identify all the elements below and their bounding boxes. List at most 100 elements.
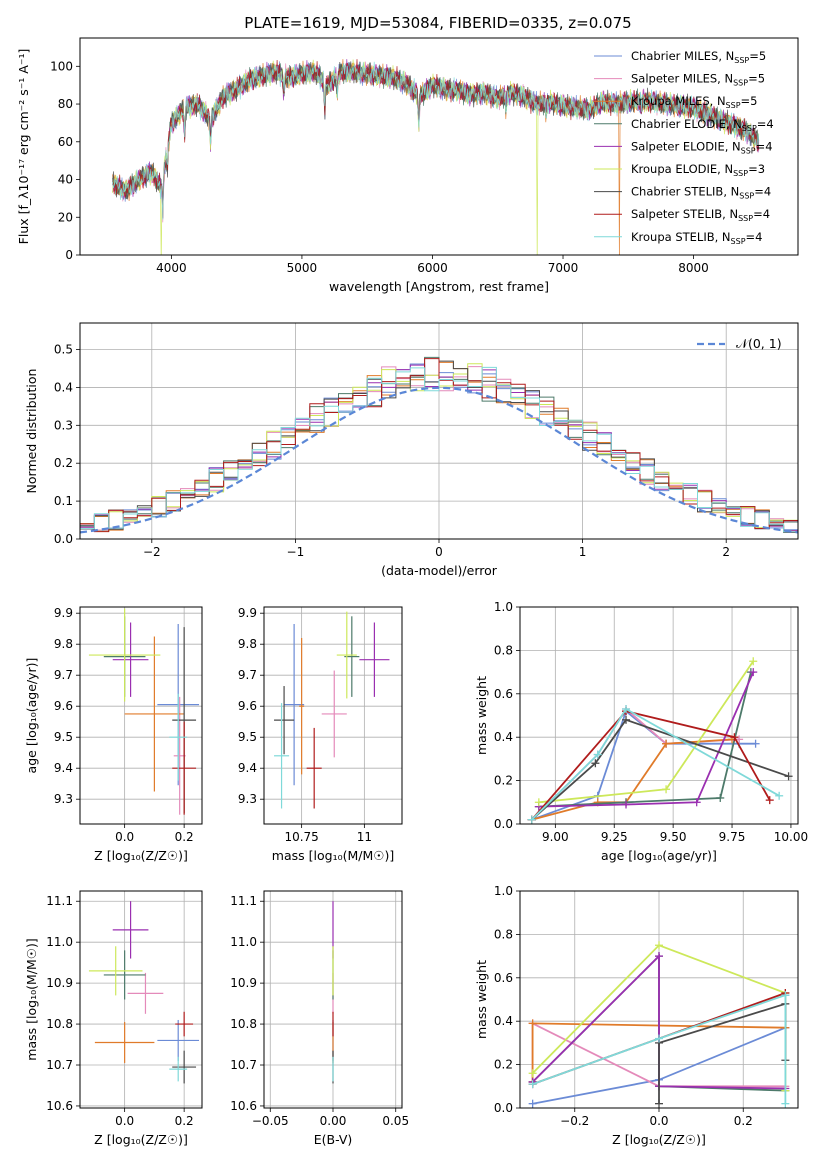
- series-line: [531, 707, 740, 821]
- histogram-series-kroupa-stelib: [80, 366, 798, 539]
- y-tick-label: 10.9: [230, 976, 257, 990]
- x-tick-label: 4000: [156, 261, 187, 275]
- point-salpeter-elodie: [359, 622, 390, 697]
- y-tick-label: 11.1: [46, 894, 73, 908]
- y-tick-label: 9.5: [54, 730, 73, 744]
- x-axis-label: age [log₁₀(age/yr)]: [601, 848, 717, 863]
- y-tick-label: 10.7: [230, 1058, 257, 1072]
- series-line: [531, 707, 780, 821]
- y-tick-label: 10.6: [230, 1099, 257, 1113]
- panel-age-vs-Z: 0.0 0.2 9.3 9.4 9.5 9.6 9.7 9.8 9.9 Z [log₁₀(Z/Z☉…: [24, 606, 203, 863]
- legend-label-salpeter-stelib: Salpeter STELIB, NSSP=4: [631, 207, 770, 223]
- plot-area: [274, 611, 390, 809]
- y-tick-label: 80: [58, 97, 73, 111]
- x-axis-label: Z [log₁₀(Z/Z☉)]: [94, 848, 188, 863]
- panel-mass-weight-vs-age: 9.00 9.25 9.50 9.75 10.00 0.0 0.2 0.4 0.6 0.8 1.0 a…: [474, 600, 808, 863]
- x-tick-label: 9.50: [660, 830, 687, 844]
- x-tick-label: −2: [143, 545, 161, 559]
- x-tick-label: 11: [357, 830, 372, 844]
- point-chabrier-miles: [157, 1019, 200, 1061]
- x-tick-label: 0.0: [115, 1114, 134, 1128]
- plot-area: [88, 901, 200, 1084]
- y-tick-label: 0.2: [54, 456, 73, 470]
- y-tick-label: 11.1: [230, 894, 257, 908]
- panel-residual-histogram: −2 −1 0 1 2 0.0 0.1 0.2 0.3 0.4 0.5 (data-model)/er…: [24, 322, 799, 578]
- series-line: [531, 953, 786, 1090]
- y-tick-label: 9.7: [54, 668, 73, 682]
- y-tick-label: 60: [58, 135, 73, 149]
- y-tick-label: 0.8: [494, 643, 513, 657]
- x-tick-label: 0.00: [320, 1114, 347, 1128]
- x-tick-label: 10.75: [284, 830, 318, 844]
- series-line: [532, 993, 787, 1104]
- spectrum-series-kroupa-stelib: [112, 61, 760, 220]
- point-kroupa-miles: [94, 1022, 155, 1063]
- point-chabrier-elodie: [103, 950, 146, 1000]
- y-tick-label: 9.4: [54, 761, 73, 775]
- point-salpeter-stelib: [306, 727, 322, 809]
- axes-frame: [519, 890, 799, 1109]
- x-tick-label: 7000: [548, 261, 579, 275]
- y-tick-label: 10.8: [46, 1017, 73, 1031]
- y-tick-label: 0.4: [54, 380, 73, 394]
- y-tick-label: 1.0: [494, 884, 513, 898]
- x-tick-label: 2: [722, 545, 730, 559]
- y-tick-label: 100: [50, 59, 73, 73]
- axes-frame: [263, 890, 403, 1109]
- y-tick-label: 0.1: [54, 494, 73, 508]
- y-tick-label: 0.2: [494, 774, 513, 788]
- x-tick-label: 1: [579, 545, 587, 559]
- y-tick-label: 0.8: [494, 927, 513, 941]
- plot-area: [528, 941, 790, 1108]
- y-tick-label: 0.0: [494, 1101, 513, 1115]
- axes-frame: [79, 606, 203, 825]
- x-axis-label: Z [log₁₀(Z/Z☉)]: [612, 1132, 706, 1147]
- series-salpeter-elodie: [534, 668, 758, 811]
- x-tick-label: 9.75: [719, 830, 746, 844]
- y-tick-label: 0.5: [54, 343, 73, 357]
- y-tick-label: 1.0: [494, 600, 513, 614]
- x-tick-label: 9.25: [601, 830, 628, 844]
- axes-frame: [79, 890, 203, 1109]
- x-tick-label: −0.05: [252, 1114, 289, 1128]
- y-tick-label: 9.8: [54, 637, 73, 651]
- y-tick-label: 9.9: [238, 606, 257, 620]
- point-chabrier-stelib: [274, 686, 295, 755]
- plot-area: [112, 59, 760, 255]
- series-line: [538, 671, 755, 808]
- y-tick-label: 9.8: [238, 637, 257, 651]
- y-tick-label: 10.8: [230, 1017, 257, 1031]
- series-line: [538, 671, 752, 808]
- point-salpeter-stelib: [175, 1011, 194, 1037]
- y-tick-label: 10.9: [46, 976, 73, 990]
- legend-label-chabrier-elodie: Chabrier ELODIE, NSSP=4: [631, 117, 774, 133]
- y-axis-label: Flux [f_λ10⁻¹⁷ erg cm⁻² s⁻¹ A⁻¹]: [16, 49, 31, 245]
- point-kroupa-stelib: [169, 1056, 188, 1082]
- point-kroupa-elodie: [336, 611, 357, 699]
- y-tick-label: 10.7: [46, 1058, 73, 1072]
- x-tick-label: 8000: [678, 261, 709, 275]
- y-axis-label: mass [log₁₀(M/M☉)]: [24, 938, 39, 1060]
- y-tick-label: 0.0: [494, 817, 513, 831]
- legend-label-chabrier-miles: Chabrier MILES, NSSP=5: [631, 49, 766, 65]
- y-tick-label: 0.6: [494, 971, 513, 985]
- x-tick-label: 5000: [287, 261, 318, 275]
- x-tick-label: 0.0: [649, 1114, 668, 1128]
- normal-reference-curve: [80, 386, 798, 534]
- y-tick-label: 0.6: [494, 687, 513, 701]
- y-tick-label: 20: [58, 210, 73, 224]
- y-tick-label: 0.3: [54, 418, 73, 432]
- x-tick-label: 0.2: [175, 1114, 194, 1128]
- x-tick-label: 6000: [417, 261, 448, 275]
- point-chabrier-stelib: [172, 1050, 197, 1084]
- x-tick-label: 10.00: [774, 830, 808, 844]
- x-tick-label: 0.2: [734, 1114, 753, 1128]
- plot-area: [527, 657, 793, 824]
- y-tick-label: 11.0: [46, 935, 73, 949]
- legend-label-salpeter-miles: Salpeter MILES, NSSP=5: [631, 72, 765, 88]
- point-kroupa-stelib: [274, 703, 290, 809]
- series-kroupa-elodie: [534, 657, 758, 807]
- y-tick-label: 0.0: [54, 532, 73, 546]
- panel-mass-vs-ebv: −0.05 0.00 0.05 10.6 10.7 10.8 10.9 11.0 11.1 E(B…: [230, 890, 409, 1147]
